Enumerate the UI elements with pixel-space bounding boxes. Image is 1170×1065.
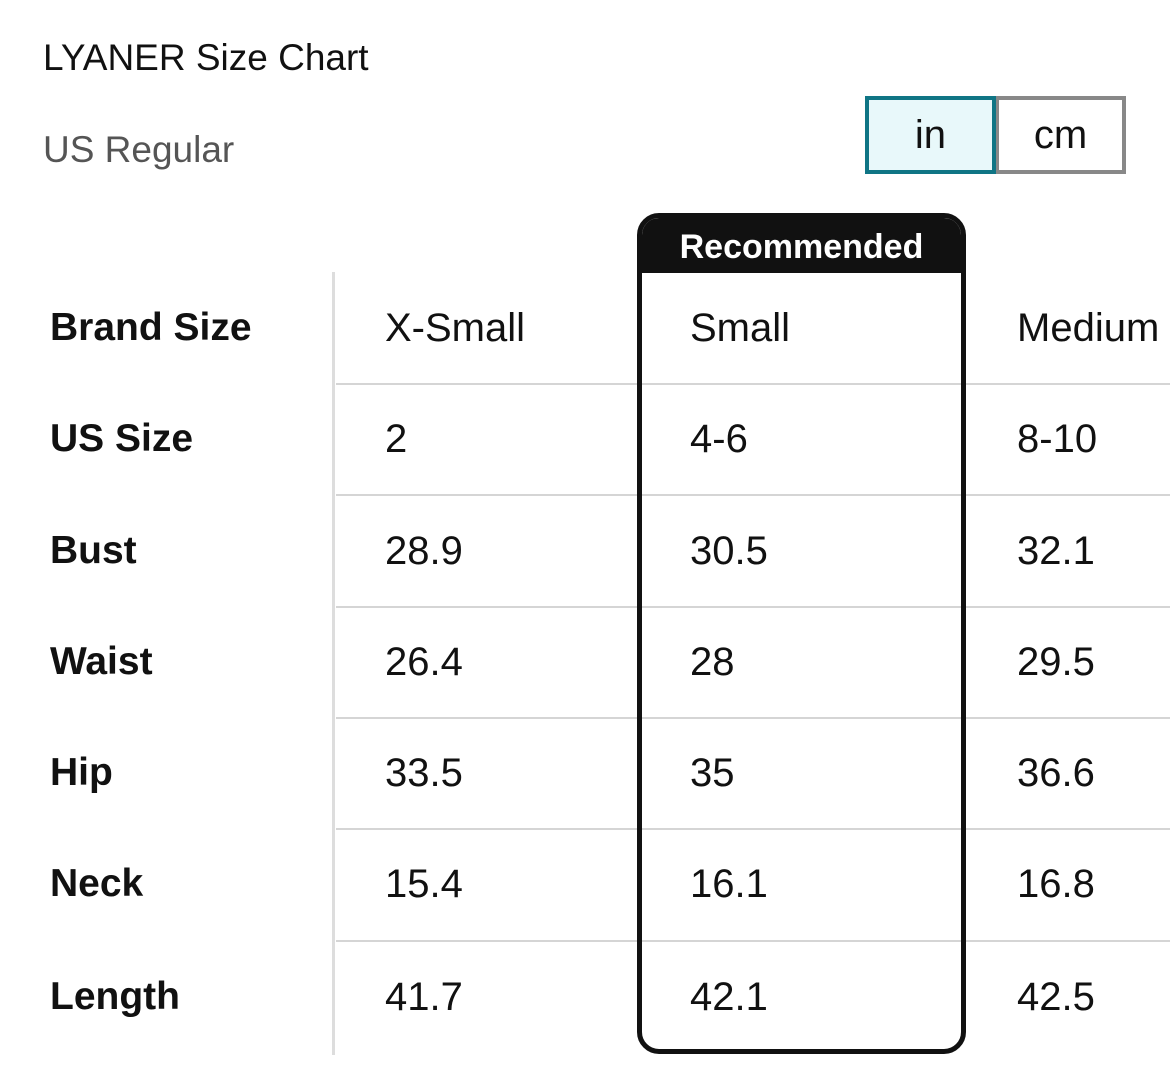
size-value: 4-6 [690, 417, 748, 461]
size-value: 8-10 [1017, 417, 1098, 461]
recommended-badge: Recommended [642, 218, 961, 273]
size-value: 16.8 [1017, 862, 1095, 906]
row-label: US Size [50, 417, 194, 460]
size-value: 36.6 [1017, 751, 1095, 795]
size-header: Small [690, 306, 791, 350]
row-separator [336, 827, 1170, 830]
title: LYANER Size Chart [43, 37, 369, 78]
size-header: X-Small [385, 306, 526, 350]
size-header: Medium [1017, 306, 1160, 350]
row-label: Hip [50, 751, 113, 794]
row-separator [336, 494, 1170, 496]
size-value: 2 [385, 417, 408, 461]
row-label: Bust [50, 529, 137, 572]
unit-toggle-button[interactable]: cm [995, 96, 1126, 174]
unit-toggle-button[interactable]: in [865, 96, 996, 174]
row-separator [336, 382, 1170, 385]
size-value: 28 [690, 640, 735, 684]
size-value: 15.4 [385, 862, 463, 906]
size-value: 30.5 [690, 529, 768, 573]
size-value: 35 [690, 751, 735, 795]
size-value: 42.5 [1017, 975, 1095, 1019]
size-value: 28.9 [385, 529, 463, 573]
row-label: Waist [50, 640, 153, 683]
size-value: 26.4 [385, 640, 463, 684]
row-label: Length [50, 975, 180, 1018]
row-separator [336, 939, 1170, 942]
row-label: Brand Size [50, 306, 252, 349]
row-separator [336, 716, 1170, 719]
size-value: 29.5 [1017, 640, 1095, 684]
size-value: 32.1 [1017, 529, 1095, 573]
row-separator [336, 605, 1170, 608]
size-value: 41.7 [385, 975, 463, 1019]
size-value: 33.5 [385, 751, 463, 795]
column-divider [332, 272, 335, 1055]
row-label: Neck [50, 862, 144, 905]
size-value: 42.1 [690, 975, 768, 1019]
recommended-column: Recommended [637, 213, 966, 1054]
size-value: 16.1 [690, 862, 768, 906]
subtitle: US Regular [43, 129, 235, 170]
